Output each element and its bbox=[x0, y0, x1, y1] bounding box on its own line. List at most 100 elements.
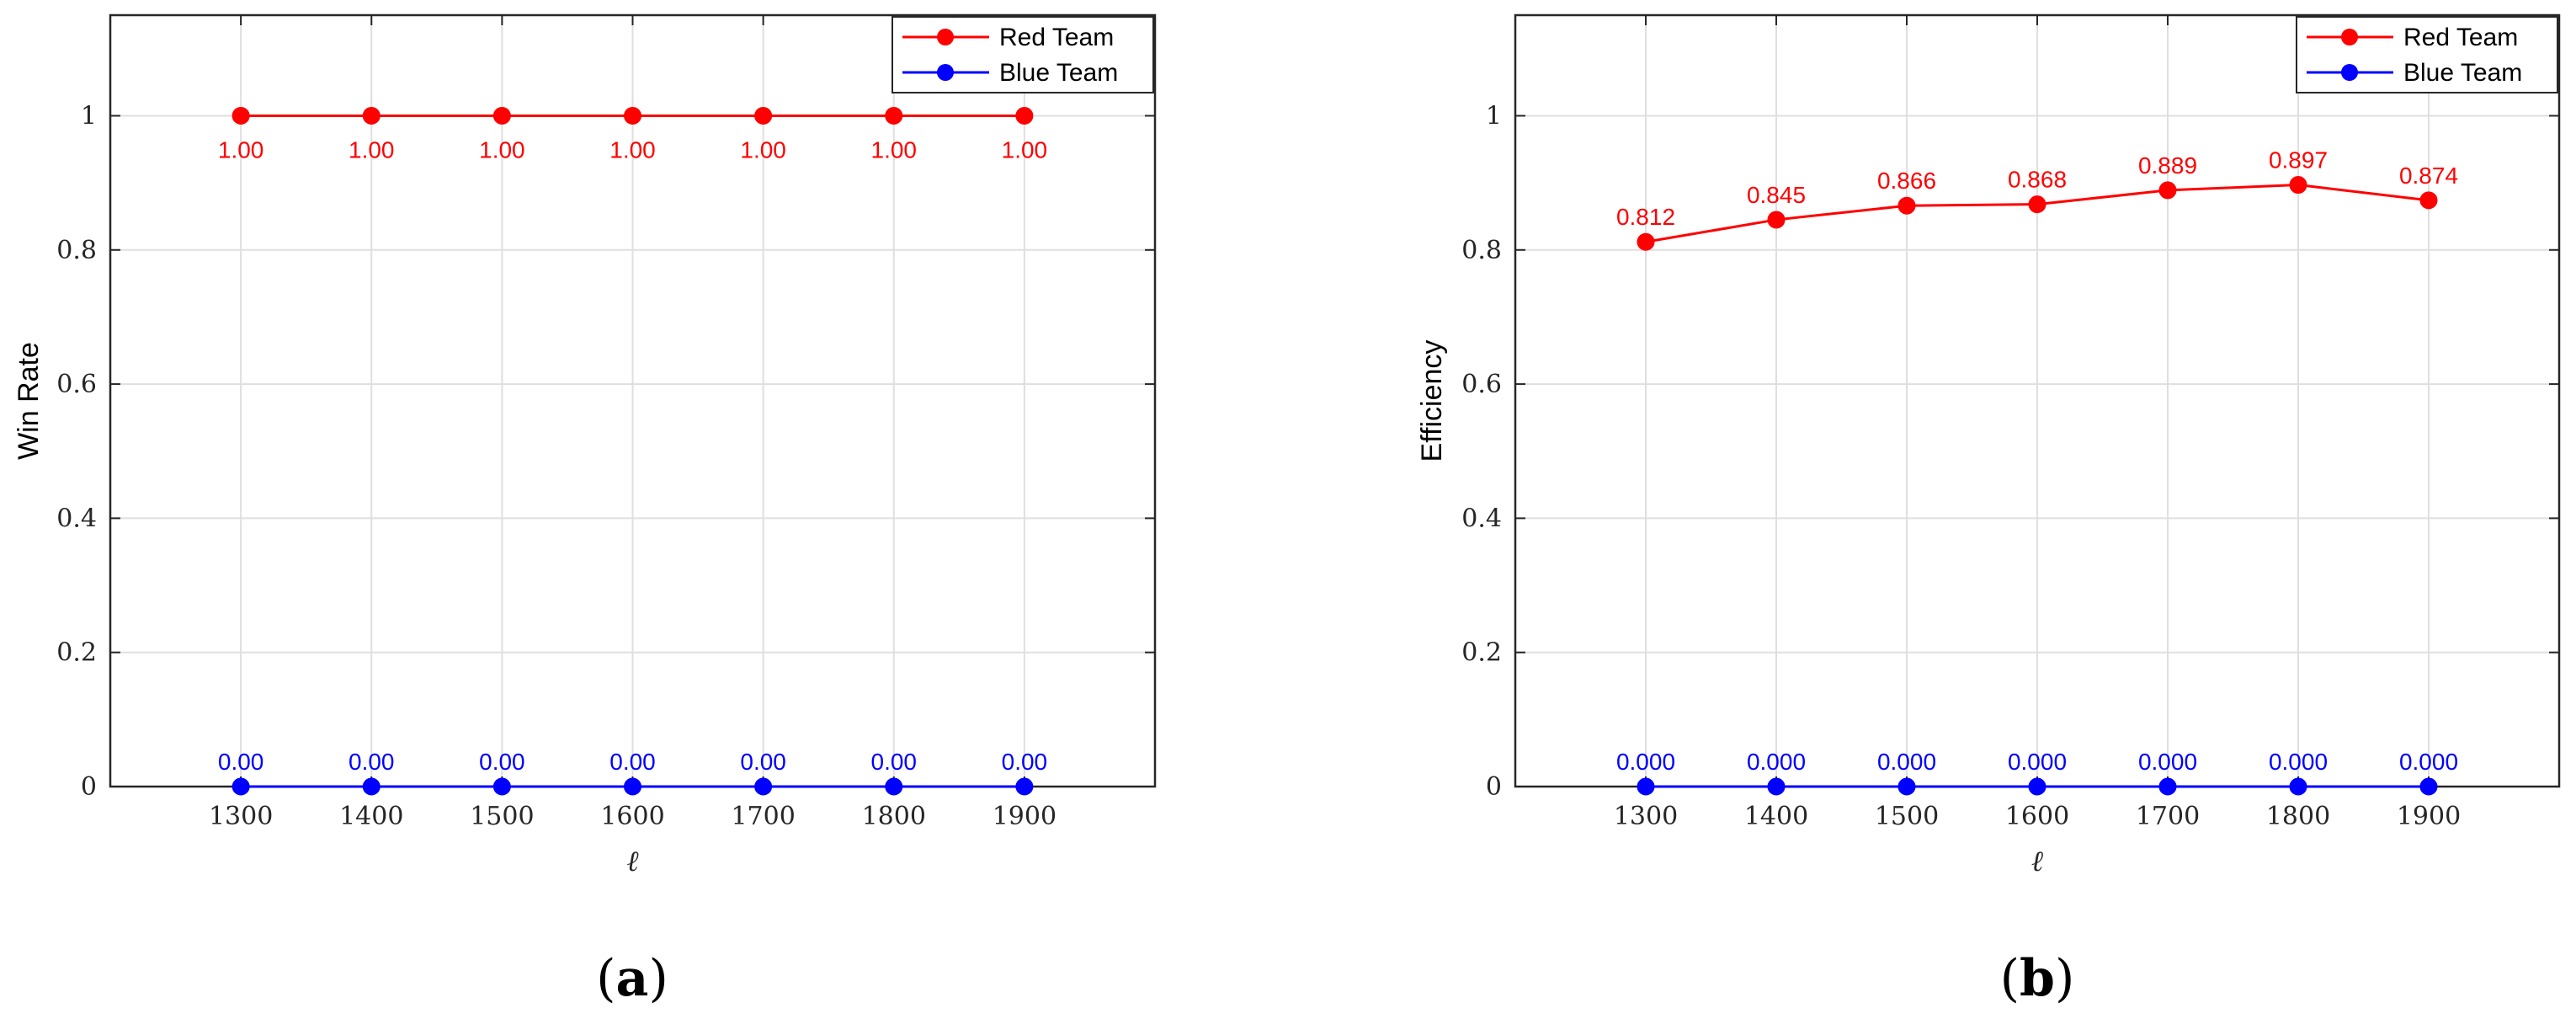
data-point bbox=[1637, 777, 1655, 796]
data-point bbox=[2419, 191, 2438, 210]
data-label: 0.874 bbox=[2399, 163, 2458, 189]
y-tick-label: 0 bbox=[81, 772, 97, 802]
data-label: 0.845 bbox=[1747, 182, 1806, 208]
data-label: 1.00 bbox=[740, 136, 786, 163]
chart-win-rate: 1300 1400 1500 1600 1700 1800 1900 0 0.2 0.4 0.6 0.… bbox=[13, 13, 1157, 1008]
x-tick-label: 1700 bbox=[731, 802, 795, 831]
data-point bbox=[754, 106, 773, 125]
y-tick-label: 0.8 bbox=[1461, 236, 1502, 265]
data-label: 0.000 bbox=[1877, 749, 1936, 775]
data-point bbox=[1015, 777, 1034, 796]
data-label: 0.000 bbox=[1747, 749, 1806, 775]
panel-label: (b) bbox=[2000, 949, 2075, 1008]
y-axis-label: Efficiency bbox=[1416, 340, 1448, 462]
legend: Red Team Blue Team bbox=[891, 16, 1154, 93]
y-tick-label: 1 bbox=[1486, 101, 1502, 131]
x-tick-label: 1700 bbox=[2136, 802, 2200, 831]
data-point bbox=[2028, 777, 2046, 796]
data-label: 0.000 bbox=[2138, 749, 2197, 775]
y-tick-label: 0.6 bbox=[56, 370, 97, 399]
data-label: 0.00 bbox=[871, 749, 918, 775]
data-label: 0.00 bbox=[740, 749, 786, 775]
data-label: 0.00 bbox=[349, 749, 395, 775]
data-point bbox=[492, 777, 511, 796]
x-tick-label: 1300 bbox=[1614, 802, 1678, 831]
data-label: 0.000 bbox=[2269, 749, 2328, 775]
x-tick-label: 1800 bbox=[862, 802, 926, 831]
data-label: 1.00 bbox=[479, 136, 525, 163]
data-label: 0.00 bbox=[1002, 749, 1048, 775]
data-point bbox=[232, 777, 250, 796]
data-label: 0.00 bbox=[609, 749, 656, 775]
x-tick-label: 1900 bbox=[2397, 802, 2461, 831]
y-tick-label: 0.4 bbox=[56, 504, 97, 533]
legend-box bbox=[891, 16, 1154, 93]
x-axis-label: ℓ bbox=[2031, 845, 2043, 878]
legend-label: Blue Team bbox=[999, 59, 1118, 87]
data-point bbox=[2289, 176, 2307, 195]
legend-marker bbox=[937, 64, 954, 81]
data-point bbox=[2158, 181, 2177, 200]
data-point bbox=[1637, 232, 1655, 251]
legend-marker bbox=[937, 29, 954, 45]
legend-item: Red Team bbox=[902, 24, 1114, 51]
data-point bbox=[2028, 195, 2046, 214]
data-label: 1.00 bbox=[349, 136, 395, 163]
data-point bbox=[624, 106, 641, 125]
y-axis-label: Win Rate bbox=[13, 342, 45, 460]
series-red-team: 1.00 1.00 1.00 1.00 1.00 1.00 1.00 bbox=[218, 106, 1048, 163]
series-red-team: 0.812 0.845 0.866 0.868 0.889 0.897 0.874 bbox=[1616, 147, 2458, 251]
data-label: 0.866 bbox=[1877, 168, 1936, 194]
y-tick-label: 0 bbox=[1486, 772, 1502, 802]
data-point bbox=[885, 777, 903, 796]
legend-label: Red Team bbox=[999, 24, 1114, 51]
data-label: 0.00 bbox=[218, 749, 264, 775]
y-tick-label: 0.2 bbox=[1461, 638, 1502, 668]
y-tick-label: 0.4 bbox=[1461, 504, 1502, 533]
data-label: 0.812 bbox=[1616, 204, 1675, 230]
x-tick-label: 1600 bbox=[2005, 802, 2069, 831]
data-label: 1.00 bbox=[871, 136, 918, 163]
x-tick-label: 1400 bbox=[339, 802, 403, 831]
legend-marker bbox=[2341, 64, 2358, 81]
legend: Red Team Blue Team bbox=[2296, 16, 2558, 93]
data-point bbox=[1767, 211, 1786, 229]
data-point bbox=[2158, 777, 2177, 796]
data-label: 1.00 bbox=[1002, 136, 1048, 163]
y-tick-label: 0.2 bbox=[56, 638, 97, 668]
series-blue-team: 0.000 0.000 0.000 0.000 0.000 0.000 0.000 bbox=[1616, 749, 2458, 796]
data-label: 0.000 bbox=[2399, 749, 2458, 775]
data-label: 0.868 bbox=[2008, 167, 2067, 193]
legend-item: Blue Team bbox=[902, 59, 1118, 87]
legend-label: Red Team bbox=[2403, 24, 2518, 51]
series-blue-team: 0.00 0.00 0.00 0.00 0.00 0.00 0.00 bbox=[218, 749, 1048, 796]
data-label: 1.00 bbox=[218, 136, 264, 163]
x-tick-label: 1300 bbox=[209, 802, 273, 831]
chart-efficiency: 1300 1400 1500 1600 1700 1800 1900 0 0.2 0.4 0.6 0.… bbox=[1416, 13, 2561, 1008]
data-label: 0.897 bbox=[2269, 147, 2328, 173]
data-label: 0.00 bbox=[479, 749, 525, 775]
data-point bbox=[1015, 106, 1034, 125]
data-point bbox=[232, 106, 250, 125]
data-point bbox=[1897, 196, 1916, 215]
data-point bbox=[362, 106, 381, 125]
data-point bbox=[1767, 777, 1786, 796]
x-tick-label: 1400 bbox=[1744, 802, 1808, 831]
legend-marker bbox=[2341, 29, 2358, 45]
data-label: 1.00 bbox=[609, 136, 656, 163]
data-point bbox=[624, 777, 641, 796]
data-label: 0.000 bbox=[2008, 749, 2067, 775]
data-point bbox=[2419, 777, 2438, 796]
x-tick-label: 1800 bbox=[2266, 802, 2330, 831]
legend-item: Blue Team bbox=[2307, 59, 2522, 87]
x-axis-label: ℓ bbox=[626, 845, 638, 878]
data-point bbox=[492, 106, 511, 125]
data-point bbox=[885, 106, 903, 125]
data-label: 0.889 bbox=[2138, 152, 2197, 179]
legend-label: Blue Team bbox=[2403, 59, 2522, 87]
data-point bbox=[754, 777, 773, 796]
y-tick-label: 0.6 bbox=[1461, 370, 1502, 399]
data-point bbox=[1897, 777, 1916, 796]
y-tick-label: 1 bbox=[81, 101, 97, 131]
